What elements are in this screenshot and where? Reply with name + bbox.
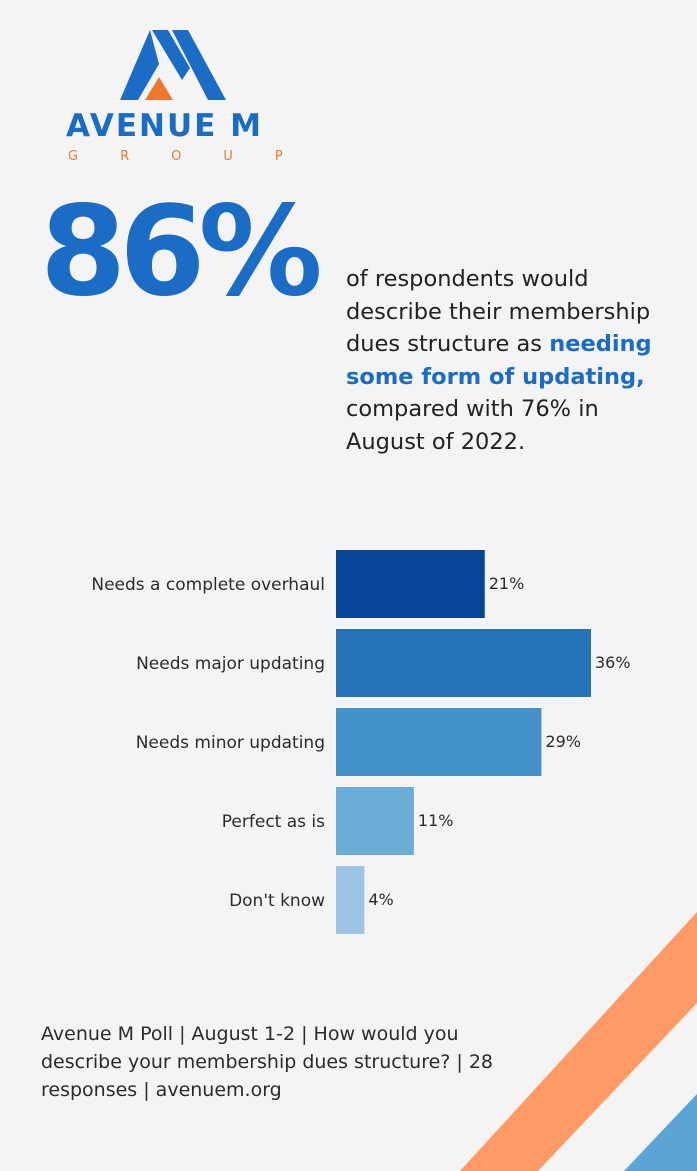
bar-3 [336,787,414,855]
statement-highlight: needing some form of updating, [346,331,652,390]
statement-text-before: of respondents would describe their memb… [346,266,651,357]
bar-0 [336,550,485,618]
value-label-1: 36% [595,653,631,672]
orange-stripe [460,912,697,1171]
bar-2 [336,708,542,776]
bar-chart: Needs a complete overhaul 21% Needs major … [91,550,631,934]
value-label-2: 29% [545,732,581,751]
brand-logo: AVENUE M GROUP [60,28,290,168]
category-label-2: Needs minor updating [136,733,325,753]
category-label-3: Perfect as is [222,812,325,832]
bar-1 [336,629,591,697]
blue-stripe [624,1094,697,1171]
value-label-0: 21% [489,574,525,593]
value-label-3: 11% [418,811,454,830]
bar-4 [336,866,365,934]
value-label-4: 4% [368,890,393,909]
logo-wordmark: AVENUE M [66,108,263,144]
headline-statement: of respondents would describe their memb… [346,263,676,458]
statement-text-after: compared with 76% in August of 2022. [346,396,599,455]
category-label-0: Needs a complete overhaul [91,575,325,595]
logo-subtitle: GROUP [68,149,325,164]
logo-mark-icon [120,30,226,100]
category-label-4: Don't know [229,891,325,911]
headline-stat: 86% [40,180,323,324]
poll-footer: Avenue M Poll | August 1-2 | How would y… [41,1023,494,1101]
category-label-1: Needs major updating [136,654,325,674]
